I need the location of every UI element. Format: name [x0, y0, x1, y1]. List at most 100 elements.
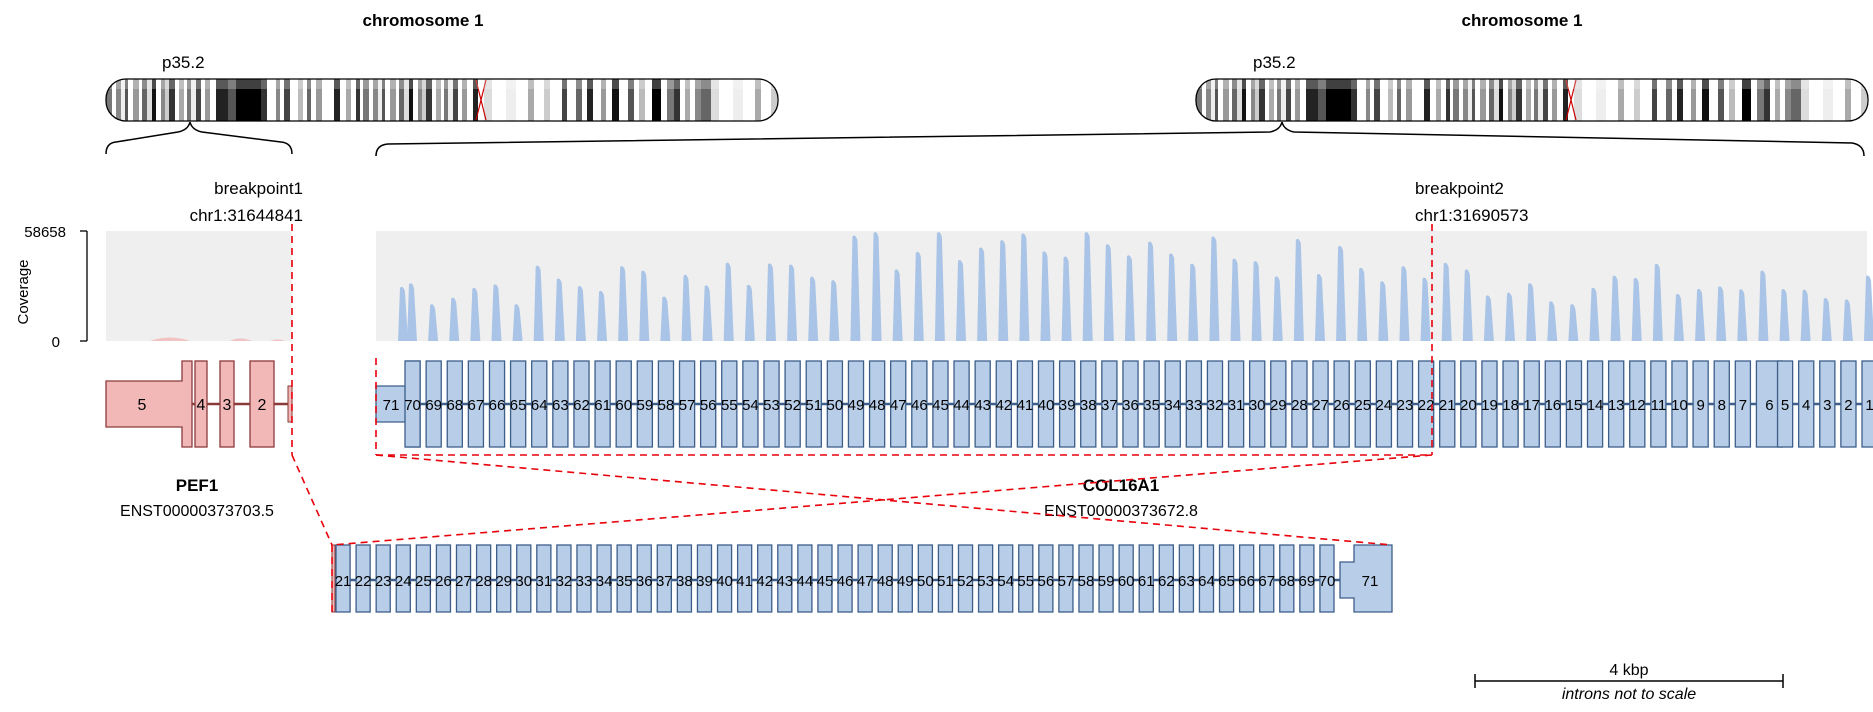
col16a1-exon-label: 45: [932, 397, 949, 414]
col16a1-exon: 65: [510, 360, 527, 448]
fusion-exon-label: 31: [535, 573, 552, 590]
pef1-exon-label: 4: [197, 397, 206, 414]
col16a1-exon-label: 57: [679, 397, 696, 414]
col16a1-exon-label: 64: [531, 397, 548, 414]
fusion-exon-label: 69: [1299, 573, 1316, 590]
fusion-exon: 21: [335, 544, 351, 613]
fusion-exon-label: 61: [1138, 573, 1155, 590]
pef1-exon-label: 2: [258, 397, 267, 414]
col16a1-exon: 66: [489, 360, 505, 448]
fusion-exon-label: 28: [475, 573, 492, 590]
col16a1-exon: 44: [953, 360, 970, 448]
pef1-exon: 3: [219, 360, 235, 448]
fusion-exon: 28: [475, 544, 492, 613]
col16a1-exon-label: 33: [1186, 397, 1203, 414]
fusion-exon-label: 59: [1098, 573, 1115, 590]
pef1-exon: 2: [249, 360, 275, 448]
col16a1-exon: 29: [1270, 360, 1287, 448]
fusion-exon: 62: [1158, 544, 1175, 613]
col16a1-exon-label: 16: [1544, 397, 1561, 414]
fusion-exon-label: 47: [857, 573, 874, 590]
col16a1-exon: 46: [911, 360, 928, 448]
fusion-exon: 32: [556, 544, 572, 613]
left-ideogram-outline: [105, 78, 779, 122]
coverage-min-label: 0: [52, 334, 60, 351]
fusion-exon-label: 35: [616, 573, 633, 590]
col16a1-exon-label: 71: [383, 397, 400, 414]
col16a1-exon: 57: [679, 360, 696, 448]
fusion-exon: 68: [1278, 544, 1295, 613]
fusion-exon: 40: [716, 544, 733, 613]
fusion-exon-label: 64: [1198, 573, 1215, 590]
fusion-exon-label: 52: [957, 573, 974, 590]
col16a1-exon-label: 31: [1228, 397, 1245, 414]
fusion-exon-label: 63: [1178, 573, 1195, 590]
breakpoint1-label: breakpoint1: [214, 179, 303, 198]
col16a1-exon: 45: [932, 360, 949, 448]
col16a1-exon-label: 62: [573, 397, 590, 414]
fusion-exon: 65: [1218, 544, 1235, 613]
col16a1-exon: 26: [1333, 360, 1350, 448]
col16a1-exon: 16: [1544, 360, 1561, 448]
fusion-exon: 33: [576, 544, 592, 613]
col16a1-exon-label: 11: [1651, 397, 1667, 414]
col16a1-exon: 38: [1080, 360, 1097, 448]
fusion-exon-label: 54: [997, 573, 1014, 590]
col16a1-exon: 11: [1650, 360, 1667, 448]
col16a1-exon: 9: [1692, 360, 1709, 448]
col16a1-exon-label: 23: [1397, 397, 1414, 414]
col16a1-exon: 28: [1291, 360, 1308, 448]
pef1-gene-name: PEF1: [176, 476, 219, 495]
fusion-exon: 31: [535, 544, 552, 613]
col16a1-exon-label: 27: [1312, 397, 1329, 414]
fusion-exon-label: 65: [1218, 573, 1235, 590]
right-band-label: p35.2: [1253, 53, 1296, 72]
fusion-exon: 55: [1017, 544, 1034, 613]
col16a1-exon: 35: [1143, 360, 1160, 448]
fusion-exon-label: 53: [977, 573, 994, 590]
col16a1-exon: 4: [1798, 360, 1815, 448]
fusion-exon-label: 34: [596, 573, 613, 590]
col16a1-gene-name: COL16A1: [1083, 476, 1160, 495]
fusion-exon-label: 71: [1362, 573, 1379, 590]
fusion-exon-label: 30: [515, 573, 532, 590]
col16a1-exon-label: 51: [805, 397, 822, 414]
fusion-exon-label: 24: [395, 573, 412, 590]
col16a1-exon: 12: [1629, 360, 1646, 448]
fusion-exon-label: 36: [636, 573, 653, 590]
col16a1-exon-label: 1: [1865, 397, 1873, 414]
col16a1-exon-label: 43: [974, 397, 991, 414]
col16a1-exon: 25: [1354, 360, 1371, 448]
fusion-exon-label: 49: [897, 573, 914, 590]
col16a1-exon-label: 5: [1781, 397, 1789, 414]
col16a1-exon: 1: [1861, 360, 1873, 448]
fusion-exon-label: 46: [837, 573, 854, 590]
col16a1-exon: 17: [1523, 360, 1540, 448]
fusion-exon: 26: [435, 544, 452, 613]
fusion-exon: 59: [1098, 544, 1115, 613]
fusion-exon: 25: [415, 544, 432, 613]
fusion-exon-label: 40: [716, 573, 733, 590]
fusion-exon: 53: [977, 544, 994, 613]
col16a1-exon-label: 69: [425, 397, 442, 414]
fusion-exon: 48: [877, 544, 894, 613]
col16a1-exon-label: 48: [869, 397, 886, 414]
left-ideogram: [106, 79, 778, 121]
col16a1-exon: 63: [552, 360, 569, 448]
col16a1-exon-label: 47: [890, 397, 907, 414]
fusion-exon: 64: [1198, 544, 1215, 613]
fusion-exon: 47: [857, 544, 874, 613]
col16a1-exon-label: 42: [995, 397, 1012, 414]
col16a1-exon: 7: [1734, 360, 1752, 448]
pef1-exon-label: 5: [138, 397, 147, 414]
fusion-exon-label: 51: [937, 573, 954, 590]
fusion-exon-label: 67: [1258, 573, 1275, 590]
col16a1-exon-label: 58: [658, 397, 675, 414]
col16a1-exon-label: 65: [510, 397, 527, 414]
col16a1-exon: 43: [974, 360, 991, 448]
breakpoint-connectors: [291, 224, 1433, 612]
fusion-exon-label: 37: [656, 573, 673, 590]
fusion-exon-label: 62: [1158, 573, 1175, 590]
col16a1-exon-label: 9: [1696, 397, 1704, 414]
fusion-exon: 44: [797, 544, 813, 613]
